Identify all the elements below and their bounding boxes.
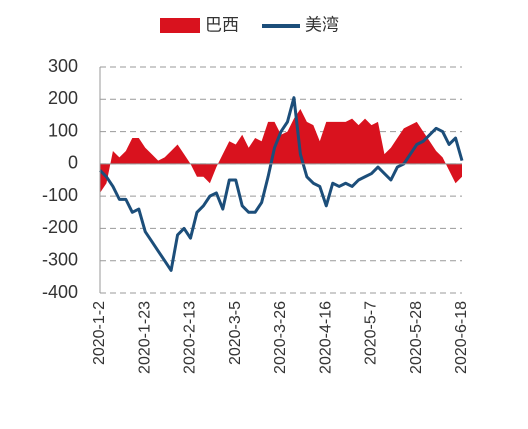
x-tick-label: 2020-3-26 bbox=[272, 301, 289, 374]
y-tick-label: -100 bbox=[42, 185, 78, 205]
x-tick-label: 2020-3-5 bbox=[227, 301, 244, 365]
y-tick-label: 0 bbox=[68, 153, 78, 173]
x-tick-label: 2020-5-28 bbox=[408, 301, 425, 374]
area bbox=[100, 108, 462, 193]
legend-label: 巴西 bbox=[205, 15, 239, 34]
x-tick-label: 2020-6-18 bbox=[453, 301, 470, 374]
y-tick-label: -300 bbox=[42, 249, 78, 269]
x-tick-label: 2020-2-13 bbox=[182, 301, 199, 374]
y-tick-label: -400 bbox=[42, 282, 78, 302]
legend-swatch bbox=[160, 18, 200, 33]
y-tick-label: 200 bbox=[48, 88, 78, 108]
line bbox=[98, 96, 464, 272]
x-tick-label: 2020-1-23 bbox=[136, 301, 153, 374]
y-tick-label: 100 bbox=[48, 120, 78, 140]
x-tick-label: 2020-5-7 bbox=[363, 301, 380, 365]
y-tick-label: -200 bbox=[42, 217, 78, 237]
x-tick-label: 2020-1-2 bbox=[91, 301, 108, 365]
x-tick-label: 2020-4-16 bbox=[317, 301, 334, 374]
legend-label: 美湾 bbox=[305, 15, 339, 34]
y-tick-label: 300 bbox=[48, 56, 78, 76]
